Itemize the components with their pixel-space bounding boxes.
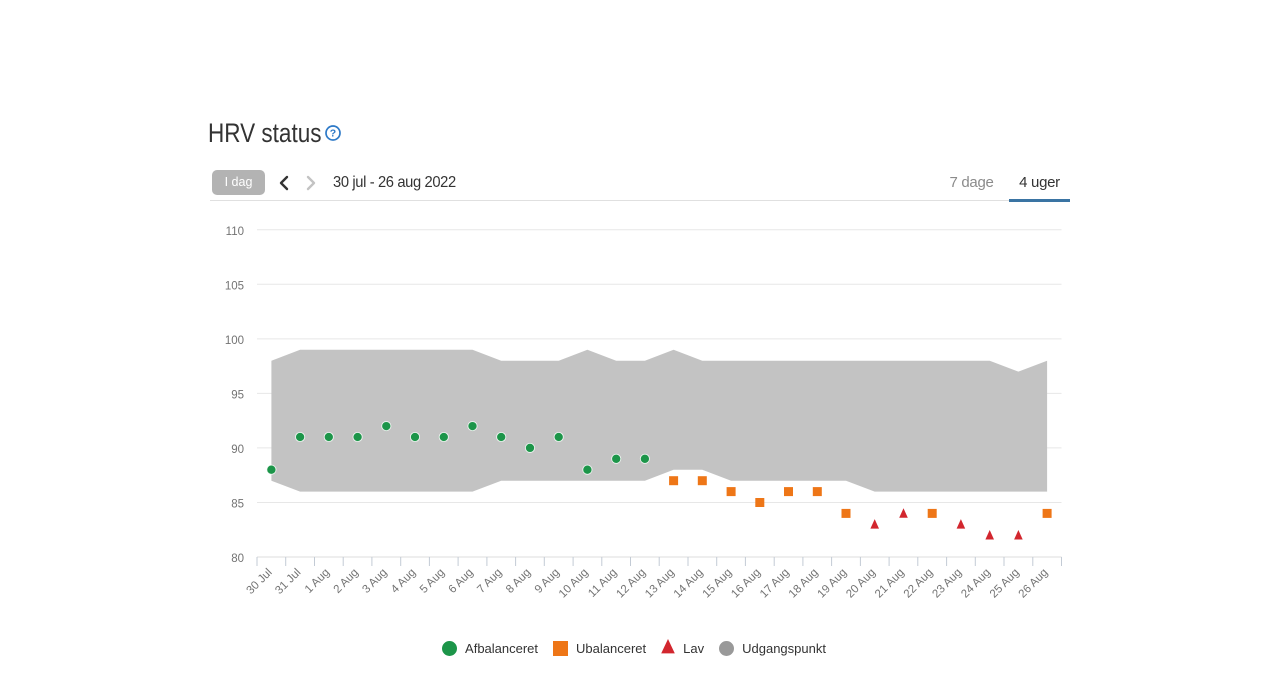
- svg-text:6 Aug: 6 Aug: [447, 567, 476, 596]
- svg-text:12 Aug: 12 Aug: [614, 567, 648, 601]
- svg-text:90: 90: [231, 444, 244, 456]
- svg-text:18 Aug: 18 Aug: [787, 567, 821, 601]
- svg-text:?: ?: [330, 128, 336, 140]
- svg-text:26 Aug: 26 Aug: [1017, 567, 1051, 601]
- svg-text:7 Aug: 7 Aug: [475, 567, 504, 596]
- svg-text:11 Aug: 11 Aug: [586, 567, 619, 600]
- svg-text:17 Aug: 17 Aug: [758, 567, 792, 601]
- svg-text:14 Aug: 14 Aug: [672, 567, 706, 601]
- svg-text:100: 100: [225, 335, 244, 347]
- svg-text:30 Jul: 30 Jul: [245, 567, 275, 597]
- svg-text:5 Aug: 5 Aug: [418, 567, 447, 596]
- svg-text:16 Aug: 16 Aug: [729, 567, 763, 601]
- svg-text:31 Jul: 31 Jul: [273, 567, 303, 597]
- svg-text:3 Aug: 3 Aug: [360, 567, 389, 596]
- svg-text:22 Aug: 22 Aug: [902, 567, 936, 601]
- svg-text:8 Aug: 8 Aug: [504, 567, 533, 596]
- svg-text:24 Aug: 24 Aug: [959, 567, 993, 601]
- svg-text:13 Aug: 13 Aug: [643, 567, 677, 601]
- svg-text:110: 110: [226, 226, 244, 238]
- svg-text:80: 80: [231, 553, 244, 565]
- svg-text:85: 85: [231, 499, 244, 511]
- svg-text:15 Aug: 15 Aug: [701, 567, 735, 601]
- svg-text:105: 105: [225, 280, 244, 292]
- svg-text:21 Aug: 21 Aug: [873, 567, 907, 601]
- svg-text:2 Aug: 2 Aug: [332, 567, 361, 596]
- svg-text:19 Aug: 19 Aug: [816, 567, 850, 601]
- svg-text:20 Aug: 20 Aug: [844, 567, 878, 601]
- svg-text:23 Aug: 23 Aug: [930, 567, 964, 601]
- svg-text:95: 95: [231, 389, 244, 401]
- svg-text:4 Aug: 4 Aug: [389, 567, 418, 596]
- svg-text:25 Aug: 25 Aug: [988, 567, 1022, 601]
- svg-text:10 Aug: 10 Aug: [557, 567, 591, 601]
- svg-text:1 Aug: 1 Aug: [303, 567, 332, 596]
